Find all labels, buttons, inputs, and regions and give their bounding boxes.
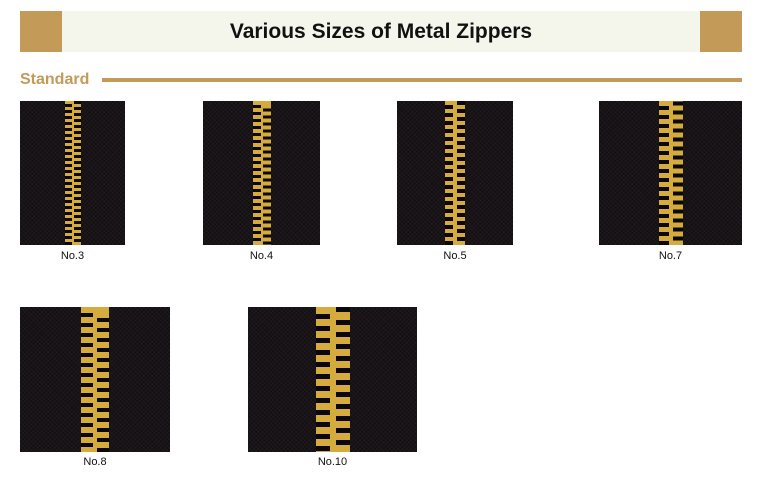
left-teeth — [445, 101, 457, 245]
zipper-caption: No.10 — [317, 456, 348, 468]
zipper-caption: No.7 — [658, 250, 683, 262]
zipper-teeth — [445, 101, 465, 245]
right-teeth — [330, 307, 350, 452]
right-teeth — [453, 101, 465, 245]
right-teeth — [260, 101, 271, 245]
zipper-teeth — [316, 307, 350, 452]
title-banner: Various Sizes of Metal Zippers — [20, 11, 742, 52]
zipper-teeth — [659, 101, 683, 245]
zipper-image — [20, 101, 125, 245]
zipper-caption: No.3 — [60, 250, 85, 262]
zipper-caption: No.5 — [443, 250, 467, 262]
right-teeth — [92, 307, 109, 452]
zipper-image — [397, 101, 513, 245]
page-title: Various Sizes of Metal Zippers — [229, 20, 533, 43]
zipper-image — [203, 101, 320, 245]
zipper-caption: No.4 — [249, 250, 274, 262]
section-heading: Standard — [20, 71, 90, 88]
right-teeth — [669, 101, 683, 245]
banner-right-block — [700, 11, 742, 52]
right-teeth — [71, 101, 81, 245]
left-teeth — [65, 101, 75, 245]
zipper-teeth — [253, 101, 271, 245]
zipper-caption: No.8 — [83, 456, 107, 468]
zipper-image — [20, 307, 170, 452]
zipper-teeth — [81, 307, 109, 452]
banner-left-block — [20, 11, 62, 52]
left-teeth — [253, 101, 264, 245]
zipper-teeth — [65, 101, 81, 245]
zipper-image — [599, 101, 742, 245]
zipper-image — [248, 307, 417, 452]
section-divider — [102, 78, 742, 82]
